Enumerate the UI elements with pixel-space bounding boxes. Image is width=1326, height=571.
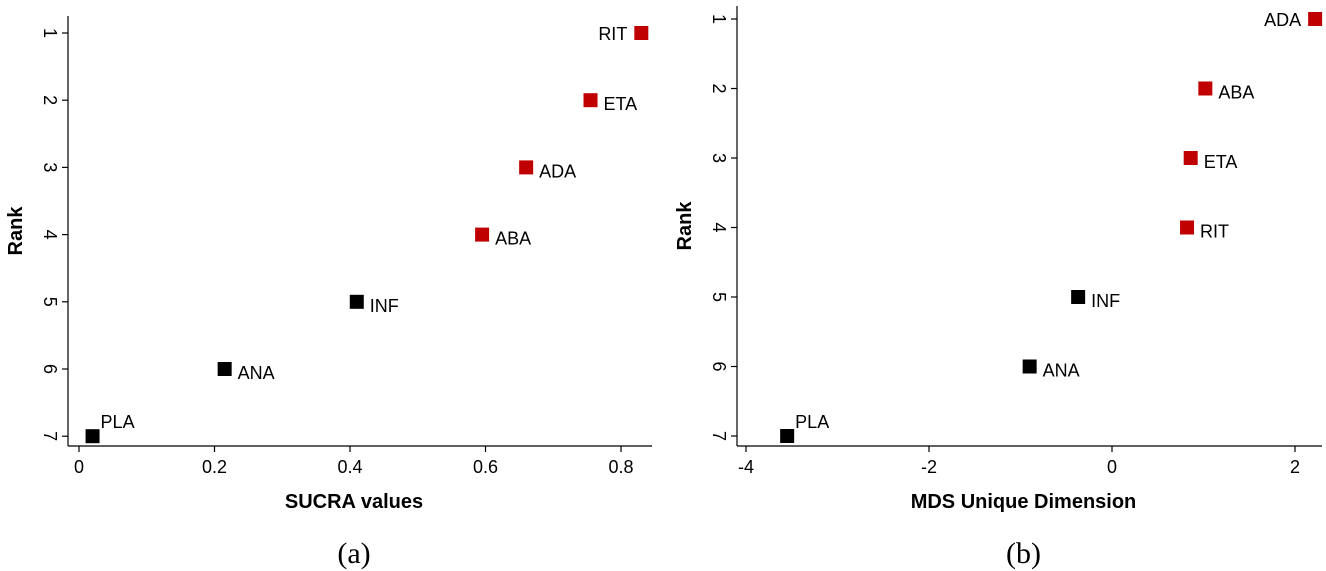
x-tick-label: 0	[74, 457, 84, 477]
marker-eta	[1183, 151, 1198, 165]
x-tick-label: 2	[1290, 457, 1300, 477]
marker-rit	[634, 26, 649, 40]
marker-aba	[1198, 81, 1213, 96]
marker-rit	[1180, 220, 1195, 235]
point-label-inf: INF	[1091, 291, 1120, 311]
marker-pla	[85, 429, 100, 444]
point-label-rit: RIT	[598, 24, 627, 44]
marker-ada	[519, 160, 534, 175]
y-tick-label: 4	[709, 222, 729, 232]
y-tick-label: 1	[40, 28, 60, 38]
x-tick-label: 0.6	[473, 457, 498, 477]
point-label-aba: ABA	[495, 229, 531, 249]
x-tick-label: 0.4	[337, 457, 362, 477]
y-tick-label: 5	[709, 292, 729, 302]
point-label-inf: INF	[370, 296, 399, 316]
marker-inf	[349, 294, 364, 309]
y-tick-label: 5	[40, 297, 60, 307]
x-tick-label: -4	[738, 457, 754, 477]
x-axis-label: MDS Unique Dimension	[911, 491, 1137, 513]
point-label-eta: ETA	[604, 94, 638, 114]
y-tick-label: 3	[40, 162, 60, 172]
y-tick-label: 4	[40, 230, 60, 240]
panel-caption: (b)	[1006, 537, 1041, 570]
y-axis-label: Rank	[674, 201, 696, 251]
chart-a: 1 2 3 4 5 6 7 0 0.2 0.4 0.6 0.8 SUCRA values Rank RIT E…	[5, 16, 652, 570]
point-label-eta: ETA	[1204, 152, 1238, 172]
point-label-ana: ANA	[1043, 361, 1080, 381]
y-axis-label: Rank	[5, 206, 27, 256]
point-label-pla: PLA	[795, 412, 829, 432]
chart-b: 1 2 3 4 5 6 7 -4 -2 0 2 MDS Unique Dimension Rank ADA…	[674, 6, 1323, 570]
marker-eta	[583, 93, 598, 108]
y-tick-label: 3	[709, 153, 729, 163]
y-tick-label: 2	[709, 83, 729, 93]
point-label-ada: ADA	[1264, 10, 1301, 30]
point-label-ana: ANA	[238, 363, 275, 383]
marker-ada	[1308, 12, 1323, 26]
panel-caption: (a)	[337, 537, 370, 570]
x-tick-label: -2	[921, 457, 937, 477]
point-label-ada: ADA	[539, 161, 576, 181]
marker-inf	[1071, 290, 1086, 304]
x-tick-label: 0	[1107, 457, 1117, 477]
x-axis-label: SUCRA values	[285, 491, 423, 513]
y-tick-label: 6	[709, 361, 729, 371]
point-label-pla: PLA	[101, 412, 135, 432]
marker-ana	[217, 362, 232, 376]
y-tick-label: 1	[709, 14, 729, 24]
point-label-rit: RIT	[1200, 222, 1229, 242]
marker-ana	[1022, 359, 1037, 374]
marker-pla	[780, 429, 795, 443]
point-label-aba: ABA	[1218, 83, 1254, 103]
x-tick-label: 0.2	[202, 457, 227, 477]
y-tick-label: 2	[40, 95, 60, 105]
y-tick-label: 7	[40, 431, 60, 441]
marker-aba	[475, 227, 490, 242]
y-tick-label: 6	[40, 364, 60, 374]
y-tick-label: 7	[709, 431, 729, 441]
x-tick-label: 0.8	[608, 457, 633, 477]
